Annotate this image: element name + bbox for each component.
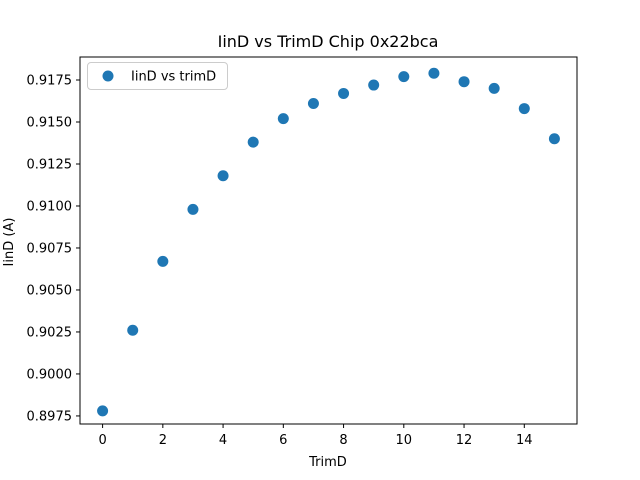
scatter-point bbox=[368, 79, 380, 91]
x-tick-label: 14 bbox=[516, 433, 533, 448]
y-tick-label: 0.9075 bbox=[27, 241, 73, 256]
ticks-layer: 0 2 4 6 8 10 12 14 0.8975 0.9000 0.9025 0.9050 0.907… bbox=[27, 74, 533, 448]
y-tick-label: 0.9100 bbox=[27, 199, 73, 214]
scatter-point bbox=[127, 324, 139, 336]
x-tick-label: 10 bbox=[396, 433, 413, 448]
y-tick-label: 0.9125 bbox=[27, 157, 73, 172]
y-tick-label: 0.8975 bbox=[27, 409, 73, 424]
scatter-point bbox=[187, 203, 199, 215]
x-tick-label: 6 bbox=[279, 433, 287, 448]
x-tick-label: 0 bbox=[98, 433, 106, 448]
scatter-point bbox=[518, 103, 530, 115]
y-tick-label: 0.9025 bbox=[27, 325, 73, 340]
legend-box bbox=[87, 62, 228, 90]
legend: IinD vs trimD bbox=[87, 62, 228, 90]
scatter-point bbox=[398, 71, 410, 83]
scatter-point bbox=[307, 98, 319, 110]
scatter-point bbox=[97, 405, 109, 417]
y-tick-label: 0.9050 bbox=[27, 283, 73, 298]
scatter-point bbox=[338, 87, 350, 99]
y-tick-label: 0.9150 bbox=[27, 116, 73, 131]
plot-area bbox=[79, 56, 578, 425]
x-axis-label: TrimD bbox=[308, 455, 347, 470]
legend-label: IinD vs trimD bbox=[131, 70, 216, 85]
x-tick-label: 8 bbox=[339, 433, 347, 448]
scatter-point bbox=[157, 255, 169, 267]
y-tick-label: 0.9000 bbox=[27, 367, 73, 382]
y-tick-label: 0.9175 bbox=[27, 74, 73, 89]
scatter-point bbox=[548, 133, 560, 145]
scatter-point bbox=[277, 113, 289, 125]
chart-title: IinD vs TrimD Chip 0x22bca bbox=[218, 32, 439, 51]
scatter-point bbox=[428, 67, 440, 79]
scatter-point bbox=[217, 170, 229, 182]
x-tick-label: 4 bbox=[219, 433, 227, 448]
legend-marker-icon bbox=[102, 70, 114, 82]
x-tick-label: 12 bbox=[456, 433, 473, 448]
x-tick-label: 2 bbox=[159, 433, 167, 448]
scatter-point bbox=[458, 76, 470, 88]
scatter-point bbox=[488, 82, 500, 94]
scatter-point bbox=[247, 136, 259, 148]
scatter-points-layer bbox=[97, 67, 560, 417]
y-axis-label: IinD (A) bbox=[2, 218, 17, 267]
